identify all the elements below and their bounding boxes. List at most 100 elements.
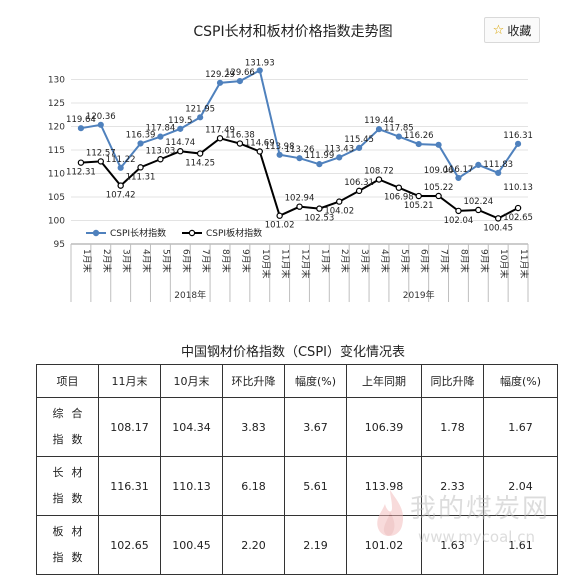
y-tick-label: 100 xyxy=(48,217,65,227)
data-point xyxy=(415,192,422,200)
table-cell: 1.61 xyxy=(483,515,558,575)
data-label: 117.85 xyxy=(384,124,414,134)
data-point xyxy=(514,140,522,147)
table-row-header: 综合指数 xyxy=(36,397,99,457)
table-cell: 116.31 xyxy=(98,456,161,516)
table-cell: 110.13 xyxy=(160,456,223,516)
data-point xyxy=(197,114,204,121)
data-label: 102.65 xyxy=(503,213,533,223)
data-label: 110.13 xyxy=(503,183,533,193)
y-tick-label: 95 xyxy=(54,240,65,250)
data-label: 116.38 xyxy=(225,131,255,141)
data-point xyxy=(137,140,144,147)
y-tick-label: 130 xyxy=(48,76,65,86)
favorite-button[interactable]: ☆ 收藏 xyxy=(484,17,540,43)
data-label: 129.66 xyxy=(225,68,255,78)
table-header-cell: 环比升降 xyxy=(222,364,285,398)
data-point xyxy=(216,79,224,86)
y-tick-label: 105 xyxy=(48,193,65,203)
data-point xyxy=(355,187,363,195)
table-cell: 104.34 xyxy=(160,397,223,457)
data-label: 116.17 xyxy=(444,165,474,175)
x-tick-label: 8月末 xyxy=(458,249,470,273)
x-tick-label: 2月末 xyxy=(101,249,113,273)
x-tick-label: 4月末 xyxy=(141,249,153,273)
chart-series xyxy=(77,67,522,222)
data-label: 106.31 xyxy=(344,178,374,188)
table-header-cell: 项目 xyxy=(36,364,99,398)
data-point xyxy=(435,192,442,200)
table-cell: 108.17 xyxy=(98,397,161,457)
year-group-label: 2019年 xyxy=(403,289,435,301)
data-label: 111.22 xyxy=(106,155,136,165)
data-point xyxy=(494,215,502,222)
x-tick-label: 9月末 xyxy=(240,249,252,273)
data-point xyxy=(77,125,85,132)
legend-marker xyxy=(188,229,196,237)
table-header-cell: 上年同期 xyxy=(346,364,422,398)
chart-grid xyxy=(71,79,528,245)
table-cell: 1.78 xyxy=(421,397,484,457)
x-tick-label: 7月末 xyxy=(200,249,212,273)
table-cell: 113.98 xyxy=(346,456,422,516)
x-tick-label: 6月末 xyxy=(419,249,431,273)
data-point xyxy=(475,206,482,214)
data-label: 119.64 xyxy=(66,115,96,125)
data-label: 119.5 xyxy=(168,116,192,126)
data-label: 104.02 xyxy=(324,207,354,217)
data-point xyxy=(157,133,164,140)
data-point xyxy=(117,164,124,171)
data-label: 105.22 xyxy=(424,183,454,193)
legend-label: CSPI板材指数 xyxy=(206,227,262,239)
x-tick-label: 7月末 xyxy=(439,249,451,273)
data-point xyxy=(157,156,164,163)
data-label: 102.53 xyxy=(304,214,334,224)
data-point xyxy=(336,154,343,161)
data-label: 100.45 xyxy=(483,223,513,233)
data-label: 117.49 xyxy=(205,125,235,135)
table-header-cell: 同比升降 xyxy=(421,364,484,398)
data-label: 119.44 xyxy=(364,116,394,126)
table-header-row: 项目 11月末 10月末 环比升降 幅度(%) 上年同期 同比升降 幅度(%) xyxy=(36,364,558,398)
table-row: 板材指数 102.65 100.45 2.20 2.19 101.02 1.63 1.61 xyxy=(36,515,558,575)
data-point xyxy=(256,67,263,74)
x-tick-label: 11月末 xyxy=(518,249,530,278)
data-point xyxy=(216,135,224,142)
data-point xyxy=(137,164,144,171)
data-label: 115.45 xyxy=(344,135,374,145)
data-point xyxy=(196,150,204,157)
data-point xyxy=(415,140,422,148)
chart-axes: 95 100 105 110 115 120 125 130 1月末 2月末 3月末 4月末 5月末 6月… xyxy=(48,76,530,302)
data-label: 114.69 xyxy=(245,138,275,148)
data-label: 111.83 xyxy=(483,160,513,170)
star-icon: ☆ xyxy=(492,22,505,38)
table-cell: 5.61 xyxy=(284,456,347,516)
table-header-cell: 10月末 xyxy=(160,364,223,398)
data-label: 113.98 xyxy=(265,142,295,152)
table-header-cell: 幅度(%) xyxy=(284,364,347,398)
favorite-label: 收藏 xyxy=(507,23,532,38)
x-tick-label: 5月末 xyxy=(399,249,411,273)
data-label: 107.42 xyxy=(106,191,136,201)
cspi-change-table: 项目 11月末 10月末 环比升降 幅度(%) 上年同期 同比升降 幅度(%) 综合指数 108… xyxy=(36,364,558,575)
data-point xyxy=(236,140,244,147)
data-label: 111.99 xyxy=(304,151,334,161)
table-title: 中国钢材价格指数（CSPI）变化情况表 xyxy=(180,345,405,360)
y-tick-label: 110 xyxy=(48,170,65,180)
table-cell: 2.20 xyxy=(222,515,285,575)
table-header-cell: 幅度(%) xyxy=(483,364,558,398)
data-label: 117.84 xyxy=(146,124,176,134)
y-tick-label: 125 xyxy=(48,99,65,109)
data-label: 102.94 xyxy=(285,194,315,204)
y-tick-label: 120 xyxy=(48,123,65,133)
data-point xyxy=(97,158,105,165)
data-point xyxy=(475,161,482,168)
year-group-label: 2018年 xyxy=(174,289,206,301)
table-cell: 1.67 xyxy=(483,397,558,457)
x-tick-label: 6月末 xyxy=(180,249,192,273)
table-cell: 1.63 xyxy=(421,515,484,575)
chart-title: CSPI长材和板材价格指数走势图 xyxy=(193,24,392,40)
data-label: 129.29 xyxy=(205,70,235,80)
data-label: 131.93 xyxy=(245,58,275,68)
